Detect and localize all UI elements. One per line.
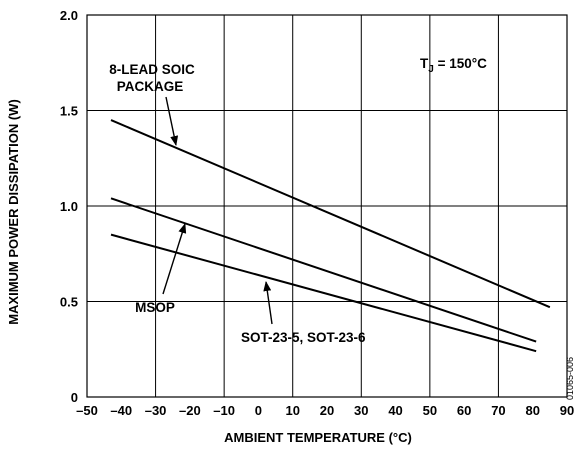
plot-frame: [86, 14, 568, 398]
sot-leader-arrow: [263, 281, 273, 325]
y-axis-title: MAXIMUM POWER DISSIPATION (W): [6, 99, 21, 325]
x-tick-label: –40: [110, 403, 132, 418]
x-tick-label: 60: [457, 403, 471, 418]
y-tick-label: 0.5: [60, 295, 78, 310]
series-line-2: [110, 233, 537, 353]
x-axis-title: AMBIENT TEMPERATURE (°C): [224, 430, 412, 445]
x-tick-label: 0: [255, 403, 262, 418]
x-tick-label: 70: [491, 403, 505, 418]
figure-id: 01065-006: [565, 357, 575, 400]
y-tick-labels: 0 0.5 1.0 1.5 2.0: [60, 8, 78, 405]
x-tick-label: 30: [354, 403, 368, 418]
msop-label: MSOP: [135, 300, 175, 315]
series-line-0: [110, 119, 551, 309]
soic-label-line1: 8-LEAD SOIC: [109, 62, 195, 77]
x-tick-label: 90: [560, 403, 574, 418]
y-tick-label: 2.0: [60, 8, 78, 23]
x-tick-label: 10: [285, 403, 299, 418]
x-tick-label: –10: [213, 403, 235, 418]
y-tick-label: 1.5: [60, 104, 78, 119]
series-lines: [110, 119, 551, 353]
x-tick-label: –30: [145, 403, 167, 418]
x-tick-labels: –50 –40 –30 –20 –10 0 10 20 30 40 50 60 70 80 90: [76, 403, 574, 418]
series-line-1: [110, 197, 537, 343]
sot-label: SOT-23-5, SOT-23-6: [241, 330, 366, 345]
y-tick-label: 0: [71, 390, 78, 405]
grid: [86, 14, 568, 398]
soic-label-line2: PACKAGE: [117, 79, 184, 94]
x-tick-label: 20: [320, 403, 334, 418]
msop-leader-arrow: [162, 223, 187, 295]
x-tick-label: 50: [423, 403, 437, 418]
x-tick-label: 40: [388, 403, 402, 418]
x-tick-label: –50: [76, 403, 98, 418]
junction-temperature-label: TJ = 150°C: [420, 56, 487, 75]
x-tick-label: 80: [525, 403, 539, 418]
soic-leader-arrow: [165, 96, 179, 146]
x-tick-label: –20: [179, 403, 201, 418]
y-tick-label: 1.0: [60, 199, 78, 214]
